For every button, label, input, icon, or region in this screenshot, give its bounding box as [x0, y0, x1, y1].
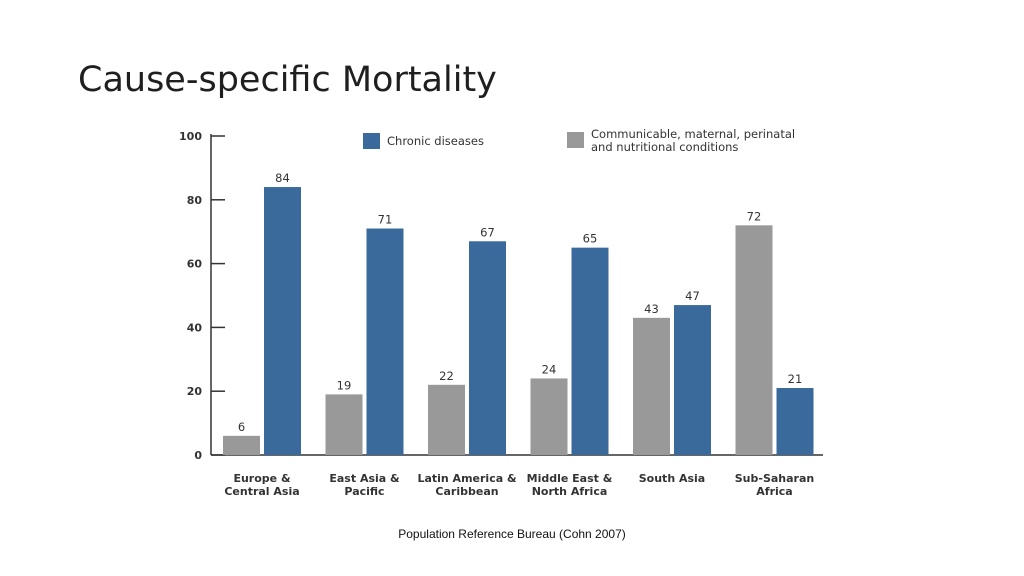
bar: [469, 241, 506, 455]
category-label: Caribbean: [435, 485, 498, 498]
bar-value-label: 67: [480, 225, 495, 239]
y-tick-label: 80: [187, 194, 203, 207]
y-tick-label: 20: [187, 385, 203, 398]
bar: [735, 225, 773, 455]
legend-swatch-chronic: [363, 133, 380, 149]
bar-value-label: 71: [378, 213, 393, 227]
source-citation: Population Reference Bureau (Cohn 2007): [398, 527, 626, 541]
legend-swatch-communicable: [567, 132, 584, 148]
legend-label-communicable: and nutritional conditions: [591, 140, 738, 154]
bar-value-label: 24: [542, 362, 557, 376]
bar-value-label: 84: [275, 171, 290, 185]
bar: [366, 228, 404, 455]
legend-label-chronic: Chronic diseases: [387, 134, 484, 148]
bar: [325, 394, 363, 455]
bar-value-label: 43: [644, 302, 659, 316]
bar: [530, 378, 568, 455]
category-label: Middle East &: [527, 472, 613, 485]
slide-title: Cause-specific Mortality: [78, 60, 497, 100]
category-label: Latin America &: [417, 472, 517, 485]
bar-value-label: 6: [238, 420, 245, 434]
legend-label-communicable: Communicable, maternal, perinatal: [591, 127, 795, 141]
bar-value-label: 47: [685, 289, 700, 303]
y-tick-label: 60: [187, 258, 203, 271]
bar: [776, 388, 814, 455]
bars: 6 84 19 71 22 67 24 65 43 47 72 21: [223, 171, 814, 456]
y-tick-label: 40: [187, 321, 203, 334]
y-axis: 0 20 40 60 80 100: [179, 130, 823, 462]
bar-value-label: 19: [337, 378, 352, 392]
bar-value-label: 65: [583, 232, 598, 246]
category-label: Africa: [756, 485, 792, 498]
bar: [264, 187, 301, 456]
bar: [223, 435, 260, 455]
bar: [633, 317, 670, 455]
category-label: Central Asia: [224, 485, 299, 498]
bar-value-label: 72: [747, 209, 762, 223]
bar-value-label: 22: [439, 369, 454, 383]
bar: [428, 384, 465, 455]
bar: [571, 247, 609, 455]
category-label: North Africa: [532, 485, 608, 498]
category-label: East Asia &: [329, 472, 400, 485]
legend: Chronic diseases Communicable, maternal, …: [363, 127, 795, 154]
bar: [674, 305, 711, 455]
category-labels: Europe &Central Asia East Asia &Pacific La…: [224, 472, 814, 498]
category-label: Pacific: [344, 485, 384, 498]
category-label: Europe &: [233, 472, 290, 485]
y-tick-label: 100: [179, 130, 202, 143]
category-label: Sub-Saharan: [735, 472, 814, 485]
y-tick-label: 0: [194, 449, 202, 462]
category-label: South Asia: [639, 472, 705, 485]
bar-value-label: 21: [788, 372, 803, 386]
